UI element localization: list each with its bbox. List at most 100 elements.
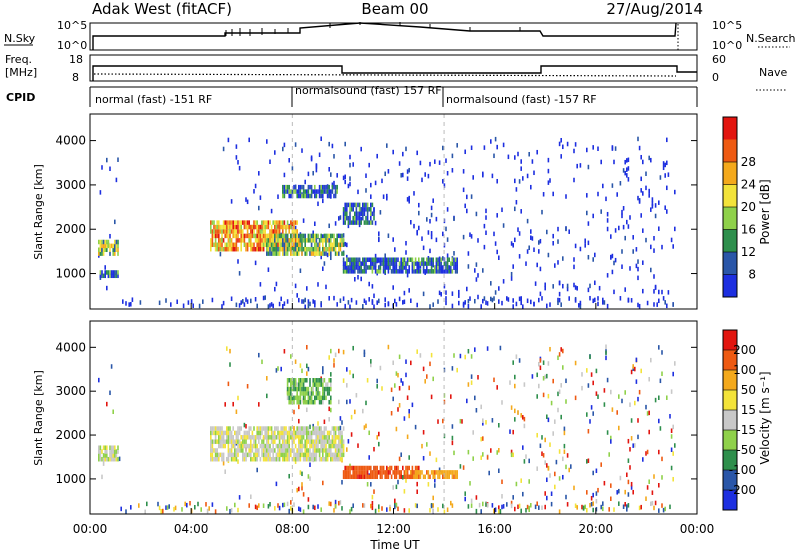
rti-cell — [298, 443, 300, 449]
rti-cell — [224, 220, 226, 225]
rti-cell — [314, 395, 316, 401]
rti-cell — [616, 490, 618, 495]
rti-cell — [349, 269, 351, 274]
rti-cell — [293, 229, 295, 234]
rti-cell — [285, 184, 287, 190]
rti-cell — [114, 243, 116, 249]
rti-cell — [280, 224, 282, 230]
rti-cell — [294, 242, 297, 248]
rti-cell — [442, 265, 444, 270]
rti-cell — [219, 251, 222, 257]
rti-cell — [334, 499, 337, 505]
rti-cell — [422, 291, 425, 297]
rti-cell — [219, 229, 222, 234]
rti-cell — [315, 435, 318, 440]
rti-cell — [411, 265, 414, 270]
rti-cell — [510, 500, 513, 506]
rti-cell — [298, 233, 300, 239]
rti-cell — [261, 426, 263, 431]
rti-cell — [315, 193, 318, 199]
rti-cell — [480, 509, 482, 514]
rti-cell — [542, 392, 545, 398]
rti-cell — [658, 298, 660, 304]
rti-cell — [272, 251, 274, 256]
rti-cell — [262, 456, 265, 462]
rti-cell — [110, 453, 113, 458]
rti-cell — [358, 465, 361, 471]
rti-cell — [160, 509, 162, 514]
rti-cell — [333, 508, 335, 513]
rti-cell — [325, 246, 327, 252]
rti-cell — [355, 257, 358, 262]
rti-cell — [226, 426, 228, 431]
rti-cell — [637, 434, 639, 440]
rti-cell — [318, 242, 321, 248]
rti-cell — [493, 231, 495, 237]
rti-cell — [259, 435, 262, 440]
rti-cell — [602, 506, 604, 512]
rti-cell — [624, 235, 626, 241]
rti-cell — [363, 470, 366, 475]
rti-cell — [98, 453, 100, 458]
rti-cell — [336, 173, 338, 178]
rti-cell — [101, 239, 103, 245]
rti-cell — [314, 430, 316, 436]
rti-cell — [320, 184, 322, 190]
rti-cell — [226, 229, 228, 234]
rti-cell — [306, 407, 308, 413]
rti-cell — [270, 448, 273, 453]
colorbar-swatch — [723, 252, 737, 275]
rti-cell — [507, 297, 510, 302]
rti-cell — [597, 394, 599, 399]
rti-cell — [339, 416, 342, 421]
rti-cell — [362, 304, 364, 309]
rti-cell — [286, 224, 289, 230]
rti-cell — [309, 476, 311, 481]
rti-cell — [309, 462, 311, 467]
rti-cell — [653, 289, 655, 294]
rti-cell — [211, 448, 214, 453]
rti-cell — [232, 242, 234, 248]
rti-cell — [235, 233, 238, 239]
rti-cell — [336, 435, 338, 440]
rti-cell — [395, 302, 398, 307]
rti-cell — [472, 430, 474, 435]
rti-cell — [107, 456, 110, 462]
rti-cell — [325, 456, 327, 462]
rti-cell — [416, 261, 418, 266]
rti-cell — [626, 167, 628, 172]
rti-cell — [394, 247, 396, 252]
rti-cell — [635, 247, 638, 252]
rti-cell — [344, 211, 346, 216]
rti-cell — [283, 224, 286, 230]
rti-cell — [256, 303, 258, 309]
rti-cell — [282, 456, 284, 462]
rti-cell — [224, 224, 226, 230]
rti-cell — [330, 372, 332, 377]
rti-cell — [363, 220, 366, 225]
rti-cell — [402, 300, 404, 305]
rti-cell — [320, 254, 322, 260]
rti-cell — [403, 290, 406, 296]
rti-cell — [395, 257, 398, 262]
rti-cell — [102, 247, 105, 253]
rti-cell — [437, 299, 439, 304]
rti-cell — [114, 456, 116, 462]
rti-cell — [587, 428, 590, 434]
rti-cell — [270, 426, 273, 431]
rti-cell — [274, 439, 276, 444]
rti-cell — [360, 207, 362, 212]
rti-cell — [291, 246, 294, 252]
rti-cell — [314, 448, 316, 453]
rti-cell — [562, 365, 564, 370]
rti-cell — [306, 399, 308, 405]
rti-cell — [530, 503, 532, 508]
rti-cell — [315, 443, 318, 449]
rti-cell — [320, 435, 322, 440]
rti-cell — [243, 220, 246, 225]
rti-cell — [246, 452, 249, 458]
rti-cell — [301, 251, 303, 256]
rti-cell — [637, 275, 639, 281]
rti-cell — [443, 183, 446, 188]
